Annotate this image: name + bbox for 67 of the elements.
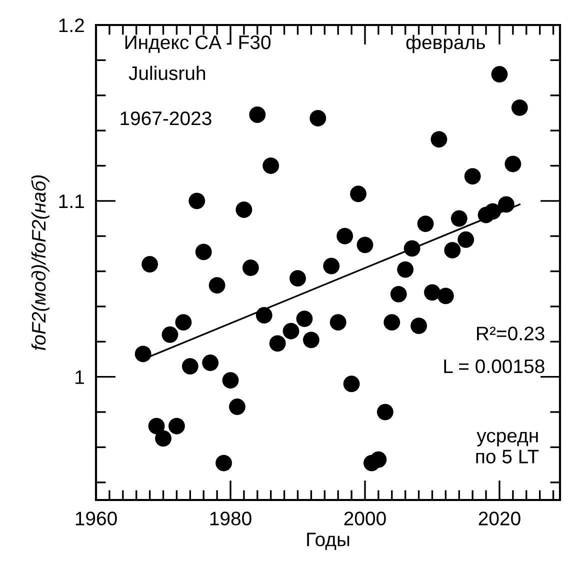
annotation: февраль bbox=[406, 34, 485, 54]
point bbox=[256, 307, 272, 324]
point bbox=[162, 326, 178, 343]
point bbox=[216, 454, 232, 472]
point bbox=[484, 203, 501, 220]
point bbox=[417, 216, 434, 232]
point bbox=[356, 236, 374, 254]
point bbox=[370, 451, 387, 468]
point bbox=[464, 168, 481, 185]
x-tick-label: 2020 bbox=[478, 512, 520, 526]
point bbox=[430, 131, 448, 148]
y-axis-title: foF2(мод)/foF2(наб) bbox=[31, 175, 50, 350]
point bbox=[511, 99, 528, 116]
point bbox=[155, 430, 172, 447]
annotation: R²=0.23 bbox=[477, 326, 544, 340]
x-tick-label: 2000 bbox=[344, 512, 386, 526]
point bbox=[424, 284, 440, 301]
point bbox=[236, 202, 252, 218]
point bbox=[404, 240, 420, 257]
point bbox=[148, 418, 165, 434]
point bbox=[330, 314, 346, 331]
point bbox=[142, 256, 158, 272]
point bbox=[208, 277, 226, 294]
point bbox=[134, 346, 152, 362]
y-tick-label: 1.2 bbox=[59, 18, 84, 32]
point bbox=[168, 418, 185, 434]
annotation: 1967-2023 bbox=[120, 111, 212, 126]
point bbox=[384, 314, 400, 331]
point bbox=[343, 376, 360, 392]
y-tick-label: 1 bbox=[76, 370, 84, 384]
point bbox=[444, 242, 461, 258]
point bbox=[376, 404, 394, 420]
point bbox=[302, 332, 320, 348]
point bbox=[437, 288, 454, 304]
point bbox=[175, 314, 192, 331]
annotation: L = 0.00158 bbox=[444, 359, 544, 374]
point bbox=[458, 231, 474, 248]
point bbox=[229, 398, 246, 415]
annotation: усредн по 5 LT bbox=[476, 432, 539, 464]
point bbox=[262, 158, 280, 174]
point bbox=[188, 192, 206, 210]
point bbox=[350, 186, 366, 202]
point bbox=[397, 261, 414, 278]
x-axis-title: Годы bbox=[307, 532, 350, 550]
point bbox=[450, 210, 468, 227]
point bbox=[282, 322, 300, 340]
point bbox=[222, 372, 239, 389]
point bbox=[323, 258, 340, 274]
point bbox=[290, 270, 306, 287]
x-tick-label: 1980 bbox=[210, 512, 252, 526]
point bbox=[390, 286, 407, 302]
point bbox=[498, 196, 514, 213]
annotation: Juliusruh bbox=[128, 66, 206, 80]
point bbox=[491, 66, 508, 82]
point bbox=[249, 106, 266, 123]
point bbox=[336, 228, 354, 244]
point bbox=[202, 354, 219, 371]
x-tick-label: 1960 bbox=[76, 512, 117, 526]
point bbox=[296, 310, 313, 328]
y-tick-label: 1.1 bbox=[59, 194, 84, 208]
point bbox=[410, 318, 427, 334]
point bbox=[310, 110, 326, 126]
point bbox=[242, 260, 259, 276]
point bbox=[195, 244, 212, 260]
point bbox=[504, 156, 522, 172]
point bbox=[182, 358, 198, 375]
point bbox=[269, 335, 286, 352]
